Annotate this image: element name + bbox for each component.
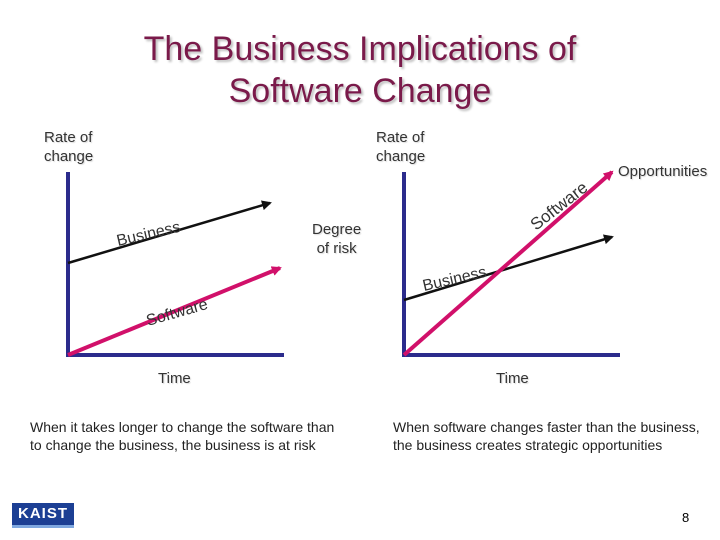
left-software-label: Software (144, 296, 209, 330)
right-caption: When software changes faster than the bu… (393, 419, 700, 453)
page-number: 8 (682, 510, 690, 525)
left-gap-label: Degree of risk (312, 221, 362, 257)
right-business-line (403, 234, 614, 302)
right-software-label: Software (527, 178, 592, 234)
right-software-line (402, 170, 614, 357)
left-business-line (67, 200, 272, 265)
kaist-logo: KAIST (12, 503, 74, 528)
title-line-2: Software Change (228, 72, 492, 110)
right-gap-label: Opportunities (618, 163, 708, 180)
slide-title: The Business Implications of Software Ch… (0, 28, 720, 112)
left-caption: When it takes longer to change the softw… (30, 419, 335, 453)
right-y-axis-label: Rate of change (376, 129, 426, 165)
right-x-axis-label: Time (496, 370, 529, 387)
left-y-axis-label: Rate of change (44, 129, 94, 165)
left-business-label: Business (115, 219, 182, 250)
title-line-1: The Business Implications of (143, 30, 577, 68)
left-x-axis-label: Time (158, 370, 191, 387)
left-software-line (67, 266, 282, 357)
